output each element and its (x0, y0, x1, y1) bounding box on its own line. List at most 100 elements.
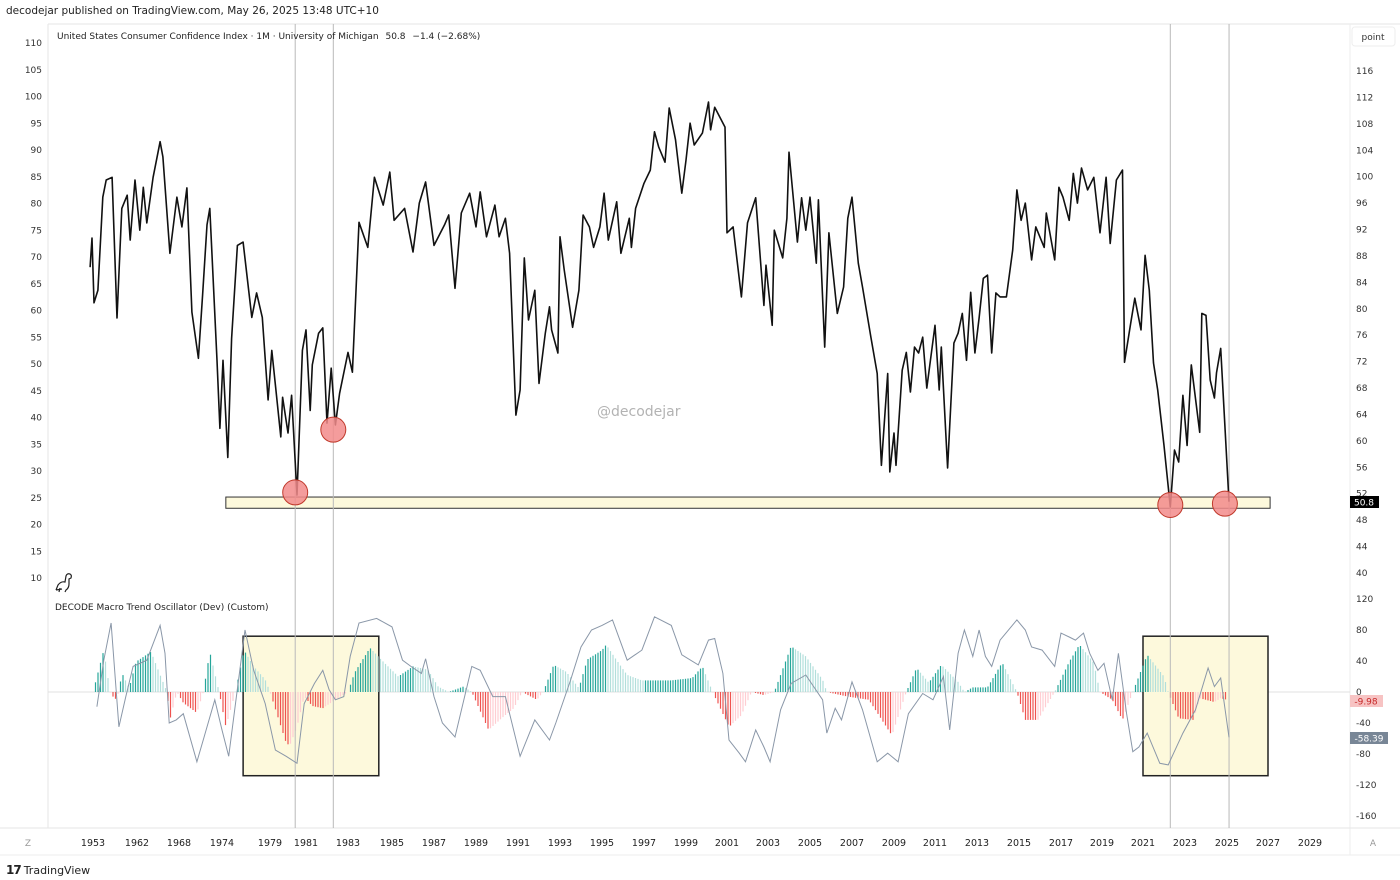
right-axis-tick: 116 (1356, 67, 1373, 77)
x-axis-tick: 1962 (125, 838, 149, 849)
last-price-badge (1350, 496, 1379, 508)
x-axis-tick: 2015 (1007, 838, 1031, 849)
right-axis-tick: 56 (1356, 463, 1368, 473)
histogram-last-badge (1350, 695, 1383, 707)
left-axis-tick: 85 (31, 173, 42, 183)
last-price-label: 50.8 (1354, 499, 1374, 509)
osc-axis-tick: 0 (1356, 688, 1362, 698)
x-axis-tick: 1974 (210, 838, 234, 849)
x-axis-tick: 2013 (965, 838, 989, 849)
left-axis-tick: 65 (31, 280, 42, 290)
bottom-marker-circle (1211, 490, 1238, 517)
oscillator-line (96, 616, 1230, 766)
left-axis-tick: 55 (31, 333, 42, 343)
support-band (225, 496, 1271, 509)
left-axis-tick: 95 (31, 119, 42, 129)
x-axis-tick: 1999 (674, 838, 698, 849)
left-axis-tick: 90 (31, 146, 43, 156)
right-axis-tick: 52 (1356, 490, 1367, 500)
x-axis-tick: 2005 (798, 838, 822, 849)
axis-unit-button[interactable] (1351, 26, 1396, 47)
osc-line-last-badge (1350, 732, 1388, 744)
osc-axis-tick: -160 (1356, 812, 1377, 822)
osc-axis-tick: -80 (1356, 750, 1371, 760)
right-axis-tick: 48 (1356, 516, 1368, 526)
right-axis-tick: 64 (1356, 410, 1368, 420)
right-axis-tick: 104 (1356, 146, 1373, 156)
consumer-confidence-line (89, 101, 1230, 508)
x-axis-tick: 1997 (632, 838, 656, 849)
x-axis-tick: 2029 (1298, 838, 1322, 849)
left-axis-tick: 75 (31, 226, 42, 236)
highlight-box (1142, 635, 1269, 777)
x-axis-tick: 1995 (590, 838, 614, 849)
x-axis-tick: 1991 (506, 838, 530, 849)
published-header: decodejar published on TradingView.com, … (6, 5, 379, 17)
right-axis-tick: 80 (1356, 305, 1368, 315)
zoom-button[interactable]: Z (25, 839, 31, 849)
oscillator-legend-title: DECODE Macro Trend Oscillator (Dev) (Cus… (55, 603, 269, 613)
x-axis-tick: 2003 (756, 838, 780, 849)
left-axis-tick: 25 (31, 494, 42, 504)
highlight-box (242, 635, 380, 777)
left-axis-tick: 40 (31, 414, 43, 424)
left-axis-tick: 60 (31, 307, 43, 317)
x-axis-tick: 2023 (1173, 838, 1197, 849)
left-axis-tick: 10 (31, 574, 43, 584)
x-axis-tick: 2021 (1131, 838, 1155, 849)
left-axis-tick: 45 (31, 387, 42, 397)
left-axis-tick: 70 (31, 253, 43, 263)
right-axis-tick: 112 (1356, 93, 1373, 103)
main-legend: United States Consumer Confidence Index … (57, 32, 480, 42)
x-axis-tick: 1968 (167, 838, 191, 849)
right-axis-tick: 76 (1356, 331, 1368, 341)
x-axis-tick: 2009 (882, 838, 906, 849)
right-axis-tick: 100 (1356, 173, 1373, 183)
x-axis-tick: 2007 (840, 838, 864, 849)
left-axis-tick: 110 (25, 39, 42, 49)
right-axis-tick: 88 (1356, 252, 1368, 262)
left-axis-tick: 80 (31, 200, 43, 210)
tradingview-footer: 17 TradingView (6, 863, 90, 877)
x-axis-tick: 1983 (336, 838, 360, 849)
histogram-last-label: -9.98 (1354, 698, 1378, 708)
x-axis-tick: 1993 (548, 838, 572, 849)
watermark: @decodejar (597, 404, 681, 420)
tradingview-logo-icon: 17 (6, 863, 22, 877)
dino-icon (55, 573, 72, 593)
x-axis-tick: 2025 (1215, 838, 1239, 849)
right-axis-tick: 40 (1356, 569, 1368, 579)
bottom-marker-circle (1157, 491, 1184, 518)
osc-axis-tick: 120 (1356, 595, 1373, 605)
right-axis-tick: 72 (1356, 358, 1367, 368)
osc-axis-tick: 80 (1356, 626, 1368, 636)
left-axis-tick: 15 (31, 547, 42, 557)
right-axis-tick: 96 (1356, 199, 1368, 209)
x-axis-tick: 1987 (422, 838, 446, 849)
x-axis-tick: 1989 (464, 838, 488, 849)
left-axis-tick: 30 (31, 467, 43, 477)
left-axis-tick: 100 (25, 93, 42, 103)
x-axis-tick: 1953 (81, 838, 105, 849)
x-axis-tick: 2001 (715, 838, 739, 849)
main-legend-change: −1.4 (−2.68%) (412, 32, 480, 42)
osc-line-last-label: -58.39 (1354, 735, 1383, 745)
left-axis-tick: 50 (31, 360, 43, 370)
right-axis-tick: 92 (1356, 226, 1367, 236)
osc-axis-tick: 40 (1356, 657, 1368, 667)
footer-brand: TradingView (23, 863, 91, 877)
bottom-marker-circle (320, 416, 347, 443)
right-axis-tick: 60 (1356, 437, 1368, 447)
main-legend-value: 50.8 (385, 32, 405, 42)
auto-scale-button[interactable]: A (1370, 839, 1377, 849)
x-axis-tick: 1981 (294, 838, 318, 849)
x-axis-tick: 1979 (258, 838, 282, 849)
left-axis-tick: 35 (31, 440, 42, 450)
main-legend-title: United States Consumer Confidence Index … (57, 32, 379, 42)
right-axis-tick: 68 (1356, 384, 1368, 394)
left-axis-tick: 20 (31, 521, 43, 531)
left-axis-tick: 105 (25, 66, 42, 76)
right-axis-tick: 84 (1356, 278, 1368, 288)
axis-unit-label: point (1362, 33, 1385, 43)
